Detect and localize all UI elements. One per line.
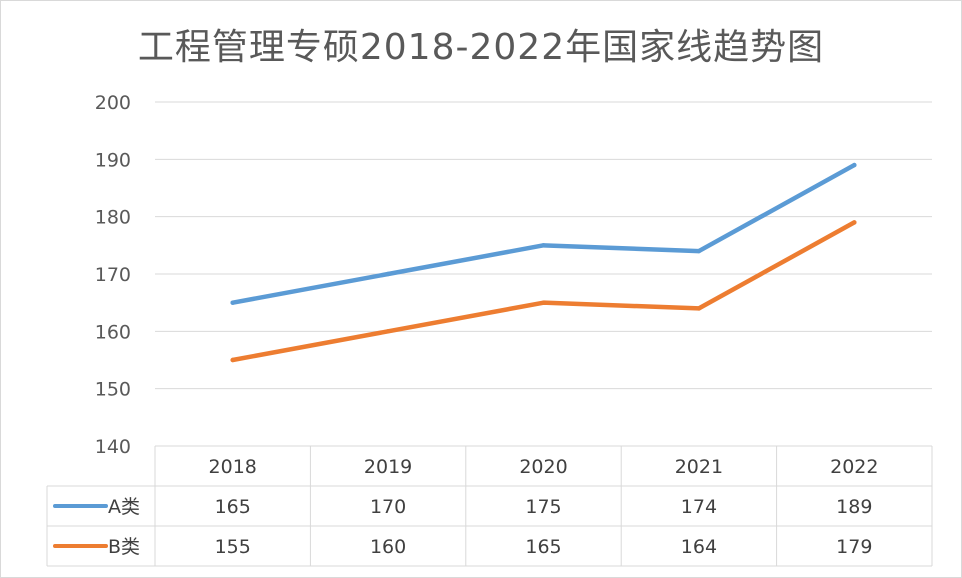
x-category-label: 2021 xyxy=(675,456,723,478)
table-value-cell: 175 xyxy=(525,496,561,518)
y-axis-ticks: 140 150 160 170 180 190 200 xyxy=(95,92,131,458)
table-value-cell: 179 xyxy=(836,536,872,558)
data-point xyxy=(541,243,546,248)
data-point xyxy=(230,300,235,305)
y-tick-label: 140 xyxy=(95,436,131,458)
x-category-label: 2019 xyxy=(364,456,412,478)
gridlines xyxy=(155,101,932,447)
table-value-cell: 174 xyxy=(681,496,717,518)
series-line-a xyxy=(230,162,857,305)
x-category-label: 2020 xyxy=(519,456,567,478)
data-point xyxy=(385,271,391,277)
legend-series-name: B类 xyxy=(108,536,140,558)
y-tick-label: 200 xyxy=(95,92,131,114)
table-value-cell: 164 xyxy=(681,536,717,558)
data-point xyxy=(852,220,857,225)
x-category-label: 2018 xyxy=(209,456,257,478)
table-value-cell: 165 xyxy=(525,536,561,558)
data-point xyxy=(696,306,702,311)
table-value-cell: 189 xyxy=(836,496,872,518)
data-point xyxy=(852,162,857,168)
chart-title: 工程管理专硕2018-2022年国家线趋势图 xyxy=(137,27,825,68)
series-lines xyxy=(230,162,857,363)
table-value-cell: 170 xyxy=(370,496,406,518)
table-value-cell: 155 xyxy=(215,536,251,558)
y-tick-label: 160 xyxy=(95,321,131,343)
data-table: 2018 2019 2020 2021 2022 A类 165 170 175 174 189 B类 1… xyxy=(46,446,933,567)
y-tick-label: 170 xyxy=(95,264,131,286)
data-point xyxy=(385,329,391,334)
table-value-cell: 165 xyxy=(215,496,251,518)
y-tick-label: 180 xyxy=(95,207,131,229)
y-tick-label: 150 xyxy=(95,379,131,401)
data-point xyxy=(230,357,235,363)
data-point xyxy=(541,300,546,305)
legend-series-name: A类 xyxy=(108,496,140,518)
y-tick-label: 190 xyxy=(95,149,131,171)
table-value-cell: 160 xyxy=(370,536,406,558)
x-category-label: 2022 xyxy=(830,456,878,478)
series-line-b xyxy=(230,220,857,363)
data-point xyxy=(696,248,702,254)
